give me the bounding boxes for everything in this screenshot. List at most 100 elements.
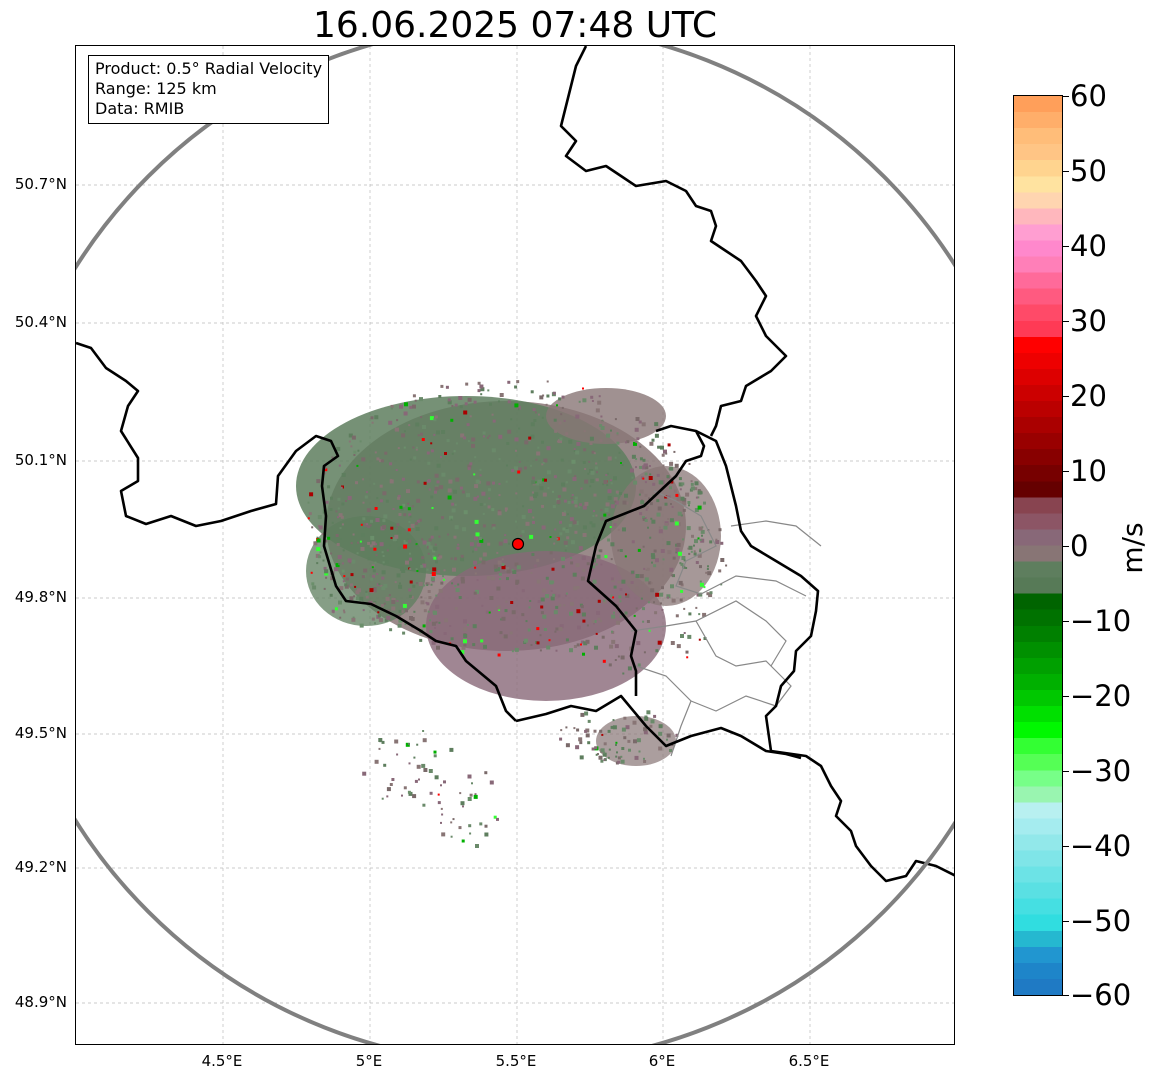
echo-pixel xyxy=(591,620,595,623)
echo-pixel xyxy=(451,405,454,407)
echo-pixel xyxy=(416,743,419,746)
echo-pixel xyxy=(574,496,578,500)
lon-tick-label: 4.5°E xyxy=(201,1052,243,1070)
echo-pixel xyxy=(416,764,421,769)
echo-pixel xyxy=(397,447,400,450)
echo-pixel xyxy=(307,517,310,520)
map-title: 16.06.2025 07:48 UTC xyxy=(312,5,718,46)
echo-pixel xyxy=(615,741,618,744)
echo-pixel xyxy=(514,437,519,442)
echo-pixel xyxy=(392,537,397,542)
echo-pixel xyxy=(440,807,443,810)
echo-pixel xyxy=(337,516,339,519)
echo-pixel xyxy=(499,393,504,397)
echo-pixel xyxy=(467,774,472,779)
echo-pixel xyxy=(460,576,465,581)
echo-pixel xyxy=(596,610,601,615)
echo-pixel xyxy=(647,601,650,604)
echo-pixel xyxy=(399,566,404,571)
echo-pixel xyxy=(599,729,603,733)
echo-pixel xyxy=(554,630,557,633)
lon-tick-label: 6°E xyxy=(648,1052,676,1070)
echo-pixel xyxy=(378,738,383,742)
echo-pixel xyxy=(682,538,684,541)
echo-pixel xyxy=(344,584,349,589)
echo-pixel xyxy=(675,551,678,554)
echo-pixel xyxy=(566,513,569,516)
echo-pixel xyxy=(599,549,603,553)
radar-map[interactable] xyxy=(75,45,955,1045)
echo-pixel xyxy=(635,417,640,421)
echo-pixel xyxy=(697,505,702,510)
echo-pixel xyxy=(381,604,384,607)
echo-pixel xyxy=(642,458,646,462)
echo-pixel xyxy=(421,438,425,441)
echo-pixel xyxy=(681,482,685,486)
lon-tick-label: 6.5°E xyxy=(788,1052,830,1070)
echo-pixel xyxy=(682,508,686,512)
echo-pixel xyxy=(350,542,353,545)
echo-pixel xyxy=(699,550,702,553)
echo-pixel xyxy=(374,561,377,564)
echo-pixel xyxy=(438,588,443,593)
echo-pixel xyxy=(675,547,680,552)
echo-pixel xyxy=(405,529,408,532)
echo-pixel xyxy=(459,405,463,409)
echo-pixel xyxy=(389,479,394,484)
echo-pixel xyxy=(595,478,599,482)
echo-pixel xyxy=(450,518,453,521)
echo-pixel xyxy=(414,457,416,460)
echo-pixel xyxy=(565,432,569,436)
echo-pixel xyxy=(651,555,656,560)
echo-pixel xyxy=(642,607,645,611)
echo-pixel xyxy=(415,543,418,546)
echo-pixel xyxy=(365,592,369,596)
echo-pixel xyxy=(492,526,496,530)
echo-pixel xyxy=(447,400,452,405)
info-box: Product: 0.5° Radial Velocity Range: 125… xyxy=(88,55,330,124)
echo-pixel xyxy=(699,582,704,587)
echo-pixel xyxy=(703,586,706,589)
echo-pixel xyxy=(569,601,574,606)
echo-pixel xyxy=(385,560,389,564)
echo-pixel xyxy=(550,596,555,601)
echo-pixel xyxy=(678,482,683,487)
echo-pixel xyxy=(670,480,674,484)
echo-pixel xyxy=(356,464,359,467)
echo-pixel xyxy=(408,520,411,523)
admin-boundaries xyxy=(630,490,822,757)
colorbar-tick-label: 30 xyxy=(1070,304,1107,338)
echo-pixel xyxy=(466,423,470,427)
echo-pixel xyxy=(362,609,365,612)
colorbar-tick-mark xyxy=(1063,846,1069,847)
echo-pixel xyxy=(444,452,447,455)
echo-pixel xyxy=(372,569,376,573)
echo-pixel xyxy=(536,558,540,562)
echo-pixel xyxy=(422,738,427,743)
echo-pixel xyxy=(553,475,557,479)
echo-pixel xyxy=(649,536,652,539)
echo-pixel xyxy=(334,567,338,572)
echo-pixel xyxy=(579,755,584,760)
echo-pixel xyxy=(619,600,622,603)
echo-pixel xyxy=(423,584,426,587)
echo-pixel xyxy=(395,469,398,471)
echo-pixel xyxy=(415,568,418,571)
echo-pixel xyxy=(580,643,582,646)
echo-pixel xyxy=(699,491,703,495)
echo-pixel xyxy=(524,440,529,445)
echo-pixel xyxy=(450,835,453,838)
echo-pixel xyxy=(720,541,724,545)
echo-pixel xyxy=(482,435,485,438)
echo-pixel xyxy=(356,552,359,555)
echo-pixel xyxy=(449,515,454,520)
echo-pixel xyxy=(622,672,625,675)
echo-pixel xyxy=(426,542,431,547)
echo-pixel xyxy=(374,590,377,593)
echo-pixel xyxy=(322,559,325,562)
echo-pixel xyxy=(384,618,388,622)
echo-pixel xyxy=(412,584,416,588)
echo-pixel xyxy=(482,524,486,528)
echo-pixel xyxy=(639,512,643,516)
echo-pixel xyxy=(426,545,430,549)
